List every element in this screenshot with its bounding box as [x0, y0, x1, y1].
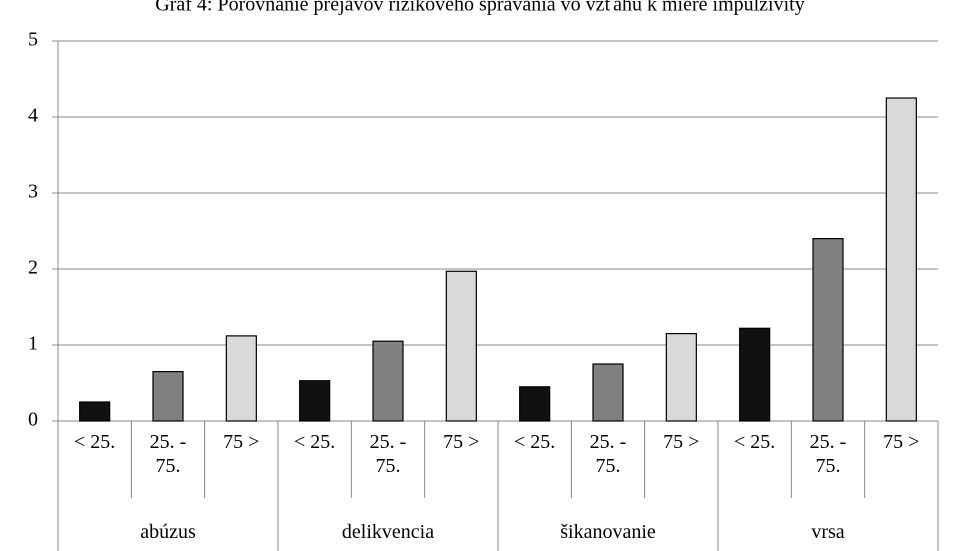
bar: [592, 363, 624, 422]
x-tick-label: 25. - 75.: [589, 431, 627, 477]
group-label: abúzus: [140, 521, 196, 543]
y-tick-label: 0: [28, 409, 38, 431]
x-tick-label: 75 >: [663, 431, 700, 453]
bar: [665, 333, 697, 422]
x-tick-label: 25. - 75.: [809, 431, 847, 477]
group-label: šikanovanie: [560, 521, 656, 543]
bar: [152, 371, 184, 422]
y-tick-label: 3: [28, 181, 38, 203]
bar: [885, 97, 917, 422]
y-tick-label: 1: [28, 333, 38, 355]
bar: [812, 238, 844, 422]
bar: [445, 270, 477, 422]
bar: [299, 380, 331, 422]
bar: [519, 386, 551, 422]
x-tick-label: 75 >: [883, 431, 920, 453]
bar: [79, 401, 111, 422]
x-tick-label: < 25.: [514, 431, 556, 453]
group-label: delikvencia: [341, 521, 435, 543]
group-label: vrsa: [811, 521, 845, 543]
y-tick-label: 5: [28, 29, 38, 51]
x-tick-label: 25. - 75.: [369, 431, 407, 477]
bar: [225, 335, 257, 422]
x-tick-label: < 25.: [294, 431, 336, 453]
x-tick-label: 75 >: [223, 431, 260, 453]
x-tick-label: < 25.: [74, 431, 116, 453]
x-tick-label: < 25.: [734, 431, 776, 453]
y-tick-label: 2: [28, 257, 38, 279]
chart-title: Graf 4: Porovnanie prejavov rizikového s…: [155, 0, 804, 16]
y-tick-label: 4: [28, 105, 38, 127]
bar: [739, 327, 771, 422]
x-tick-label: 75 >: [443, 431, 480, 453]
x-tick-label: 25. - 75.: [149, 431, 187, 477]
bar: [372, 340, 404, 422]
